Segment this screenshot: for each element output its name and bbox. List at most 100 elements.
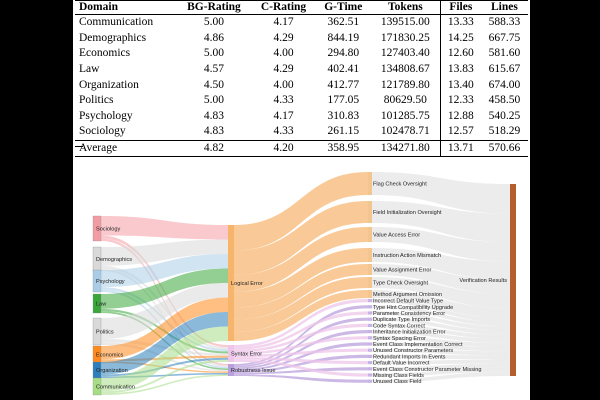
link-category-subtype [234, 201, 368, 276]
table-cell: 121789.80 [380, 78, 430, 91]
node-category [228, 364, 234, 376]
label-subtype: Missing Class Fields [373, 373, 424, 379]
link-domain-category [101, 326, 228, 392]
link-domain-category [101, 357, 228, 377]
table-cell: 12.57 [439, 124, 481, 141]
link-subtype-result [372, 348, 510, 356]
node-category [228, 225, 234, 341]
link-category-subtype [234, 317, 368, 368]
table-cell: 12.60 [439, 46, 481, 62]
label-subtype: Redundant Imports In Events [373, 354, 446, 360]
table-row: Psychology 4.83 4.17 310.83 101285.75 12.88 54… [75, 108, 528, 125]
header-lines: Lines [480, 0, 528, 15]
link-category-subtype [234, 311, 368, 350]
table-cell: 261.15 [327, 125, 360, 138]
header-g-time: G-Time [315, 0, 371, 15]
table-cell: 412.77 [327, 78, 360, 91]
link-subtype-result [372, 201, 510, 243]
table-cell: 458.50 [488, 94, 521, 107]
label-subtype: Default Value Incorrect [373, 361, 430, 367]
label-domain: Psychology [96, 279, 125, 285]
statistics-table: Domain BG-Rating C-Rating G-Time Tokens … [75, 0, 528, 158]
label-subtype: Event Class Implementation Correct [373, 342, 463, 348]
link-category-subtype [234, 330, 368, 370]
table-cell: 588.33 [488, 16, 521, 29]
label-domain: Economics [96, 353, 124, 359]
node-subtype [368, 227, 372, 242]
link-category-subtype [234, 357, 368, 365]
label-subtype: Type Check Oversight [373, 281, 428, 287]
table-cell: 674.00 [488, 78, 521, 91]
link-domain-category [101, 374, 228, 395]
node-subtype [368, 299, 372, 303]
header-files: Files [439, 0, 481, 15]
label-domain: Politics [96, 330, 114, 336]
link-subtype-result [372, 305, 510, 327]
table-cell: 4.33 [273, 125, 294, 138]
link-subtype-result [372, 227, 510, 262]
link-domain-category [101, 268, 228, 309]
node-domain [92, 293, 102, 314]
table-cell: 4.82 [176, 139, 252, 158]
table-cell: 4.20 [251, 139, 316, 158]
link-category-subtype [234, 348, 368, 358]
node-subtype [368, 342, 372, 346]
label-subtype: Type Hint Compatibility Upgrade [373, 305, 453, 311]
table-cell: 4.00 [273, 78, 294, 91]
table-cell: Average [75, 139, 177, 158]
link-category-subtype [234, 354, 368, 373]
node-subtype [368, 373, 372, 377]
table-cell: 4.50 [203, 78, 225, 91]
paper-page: Domain BG-Rating C-Rating G-Time Tokens … [73, 0, 530, 400]
label-subtype: Field Initialization Oversight [373, 210, 442, 216]
label-category: Logical Error [231, 281, 263, 287]
node-subtype [368, 264, 372, 275]
link-domain-category [101, 297, 228, 360]
table-cell: 171830.25 [380, 31, 430, 44]
node-subtype [368, 379, 372, 383]
table-cell: 518.29 [488, 125, 521, 138]
header-tokens: Tokens [370, 0, 441, 15]
link-subtype-result [372, 336, 510, 348]
link-domain-category [101, 312, 228, 375]
link-domain-category [101, 239, 228, 266]
link-subtype-result [372, 264, 510, 294]
link-category-subtype [234, 264, 368, 320]
link-subtype-result [372, 248, 510, 280]
link-category-subtype [234, 374, 368, 383]
link-subtype-result [372, 290, 510, 319]
link-subtype-result [372, 311, 510, 331]
link-subtype-result [372, 371, 510, 383]
label-domain: Organization [96, 368, 128, 374]
link-domain-category [101, 283, 228, 340]
header-bg-rating: BG-Rating [176, 0, 252, 15]
node-domain [92, 317, 102, 346]
table-row: Communication 5.00 4.17 362.51 139515.00 13.3… [75, 14, 528, 31]
node-subtype [368, 323, 372, 327]
table-cell: Economics [79, 47, 131, 60]
label-category: Syntax Error [231, 352, 262, 358]
table-cell: 14.25 [439, 30, 481, 47]
label-subtype: Code Syntax Correct [373, 323, 425, 329]
table-cell: 4.86 [203, 31, 225, 44]
node-subtype [368, 201, 372, 223]
label-domain: Sociology [96, 227, 120, 233]
table-cell: 134271.80 [370, 139, 441, 158]
table-cell: 615.67 [488, 63, 521, 76]
link-category-subtype [234, 359, 368, 377]
label-subtype: Incorrect Default Value Type [373, 299, 443, 305]
table-row: Politics 5.00 4.33 177.05 80629.50 12.33 458.5… [75, 92, 528, 109]
node-category [228, 345, 234, 362]
table-cell: Organization [79, 78, 139, 91]
label-subtype: Event Class Constructor Parameter Missin… [373, 367, 482, 373]
label-verification-results: Verification Results [459, 278, 507, 284]
table-cell: 12.88 [439, 108, 481, 125]
table-header-row: Domain BG-Rating C-Rating G-Time Tokens … [75, 0, 528, 15]
table-cell: 5.00 [203, 16, 225, 29]
link-subtype-result [372, 367, 510, 377]
table-row: Economics 5.00 4.00 294.80 127403.40 12.60 581… [75, 46, 528, 62]
table-cell: 4.83 [203, 109, 225, 122]
link-subtype-result [372, 299, 510, 323]
label-subtype: Method Argument Omission [373, 292, 442, 298]
node-subtype [368, 305, 372, 309]
